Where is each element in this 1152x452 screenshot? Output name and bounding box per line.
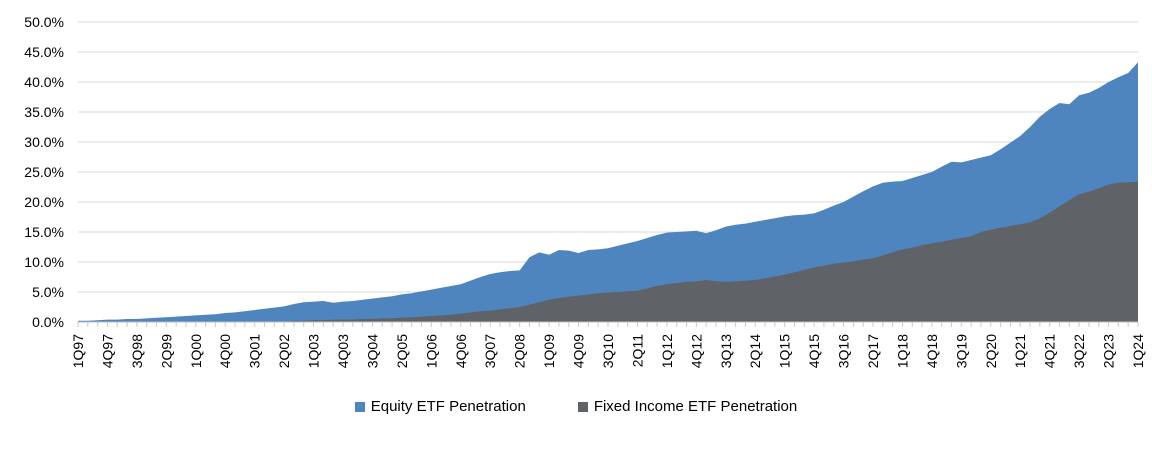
svg-text:2Q99: 2Q99 — [158, 334, 174, 368]
svg-text:4Q97: 4Q97 — [99, 334, 115, 368]
svg-text:4Q06: 4Q06 — [453, 334, 469, 368]
svg-text:35.0%: 35.0% — [24, 104, 64, 120]
svg-text:40.0%: 40.0% — [24, 74, 64, 90]
svg-text:3Q07: 3Q07 — [482, 334, 498, 368]
svg-text:3Q22: 3Q22 — [1071, 334, 1087, 368]
svg-text:3Q01: 3Q01 — [247, 334, 263, 368]
svg-text:2Q20: 2Q20 — [983, 334, 999, 368]
svg-text:3Q16: 3Q16 — [836, 334, 852, 368]
svg-text:4Q21: 4Q21 — [1042, 334, 1058, 368]
svg-text:1Q21: 1Q21 — [1012, 334, 1028, 368]
fixed-income-area-series — [78, 181, 1138, 322]
svg-text:3Q13: 3Q13 — [718, 334, 734, 368]
svg-text:1Q03: 1Q03 — [306, 334, 322, 368]
svg-text:1Q12: 1Q12 — [659, 334, 675, 368]
legend-item-fixed-income: Fixed Income ETF Penetration — [577, 398, 798, 415]
svg-text:20.0%: 20.0% — [24, 194, 64, 210]
chart-legend: Equity ETF Penetration Fixed Income ETF … — [0, 399, 1152, 414]
svg-text:2Q02: 2Q02 — [276, 334, 292, 368]
svg-text:30.0%: 30.0% — [24, 134, 64, 150]
svg-text:2Q05: 2Q05 — [394, 334, 410, 368]
svg-text:4Q18: 4Q18 — [924, 334, 940, 368]
svg-text:1Q18: 1Q18 — [894, 334, 910, 368]
legend-item-equity: Equity ETF Penetration — [354, 398, 526, 415]
legend-label-equity: Equity ETF Penetration — [370, 398, 526, 415]
svg-text:1Q06: 1Q06 — [423, 334, 439, 368]
equity-legend-swatch-icon — [354, 401, 365, 412]
svg-text:2Q14: 2Q14 — [747, 334, 763, 368]
x-axis-ticks — [77, 322, 1139, 327]
x-axis-labels: 1Q97 4Q97 3Q98 2Q99 1Q00 4Q00 3Q01 2Q02 1Q03 4Q03… — [70, 334, 1146, 368]
svg-text:50.0%: 50.0% — [24, 14, 64, 30]
svg-text:3Q98: 3Q98 — [129, 334, 145, 368]
svg-text:3Q10: 3Q10 — [600, 334, 616, 368]
svg-text:2Q17: 2Q17 — [865, 334, 881, 368]
svg-text:5.0%: 5.0% — [32, 284, 64, 300]
fixed-income-legend-swatch-icon — [577, 401, 588, 412]
legend-label-fixed-income: Fixed Income ETF Penetration — [593, 398, 798, 415]
svg-text:1Q24: 1Q24 — [1130, 334, 1146, 368]
svg-text:2Q23: 2Q23 — [1101, 334, 1117, 368]
svg-text:2Q11: 2Q11 — [629, 334, 645, 367]
svg-text:2Q08: 2Q08 — [512, 334, 528, 368]
svg-text:1Q09: 1Q09 — [541, 334, 557, 368]
svg-text:4Q12: 4Q12 — [688, 334, 704, 368]
y-axis-labels: 50.0% 45.0% 40.0% 35.0% 30.0% 25.0% 20.0% 15.0%… — [24, 14, 64, 330]
svg-text:3Q04: 3Q04 — [364, 334, 380, 368]
svg-text:1Q15: 1Q15 — [777, 334, 793, 368]
svg-text:4Q00: 4Q00 — [217, 334, 233, 368]
svg-text:4Q15: 4Q15 — [806, 334, 822, 368]
svg-text:4Q03: 4Q03 — [335, 334, 351, 368]
y-gridlines — [78, 21, 1138, 293]
svg-text:45.0%: 45.0% — [24, 44, 64, 60]
equity-area-series — [78, 62, 1138, 322]
svg-text:1Q00: 1Q00 — [188, 334, 204, 368]
svg-text:0.0%: 0.0% — [32, 314, 64, 330]
svg-text:4Q09: 4Q09 — [571, 334, 587, 368]
svg-text:15.0%: 15.0% — [24, 224, 64, 240]
svg-text:3Q19: 3Q19 — [953, 334, 969, 368]
svg-text:1Q97: 1Q97 — [70, 334, 86, 368]
svg-text:25.0%: 25.0% — [24, 164, 64, 180]
svg-text:10.0%: 10.0% — [24, 254, 64, 270]
